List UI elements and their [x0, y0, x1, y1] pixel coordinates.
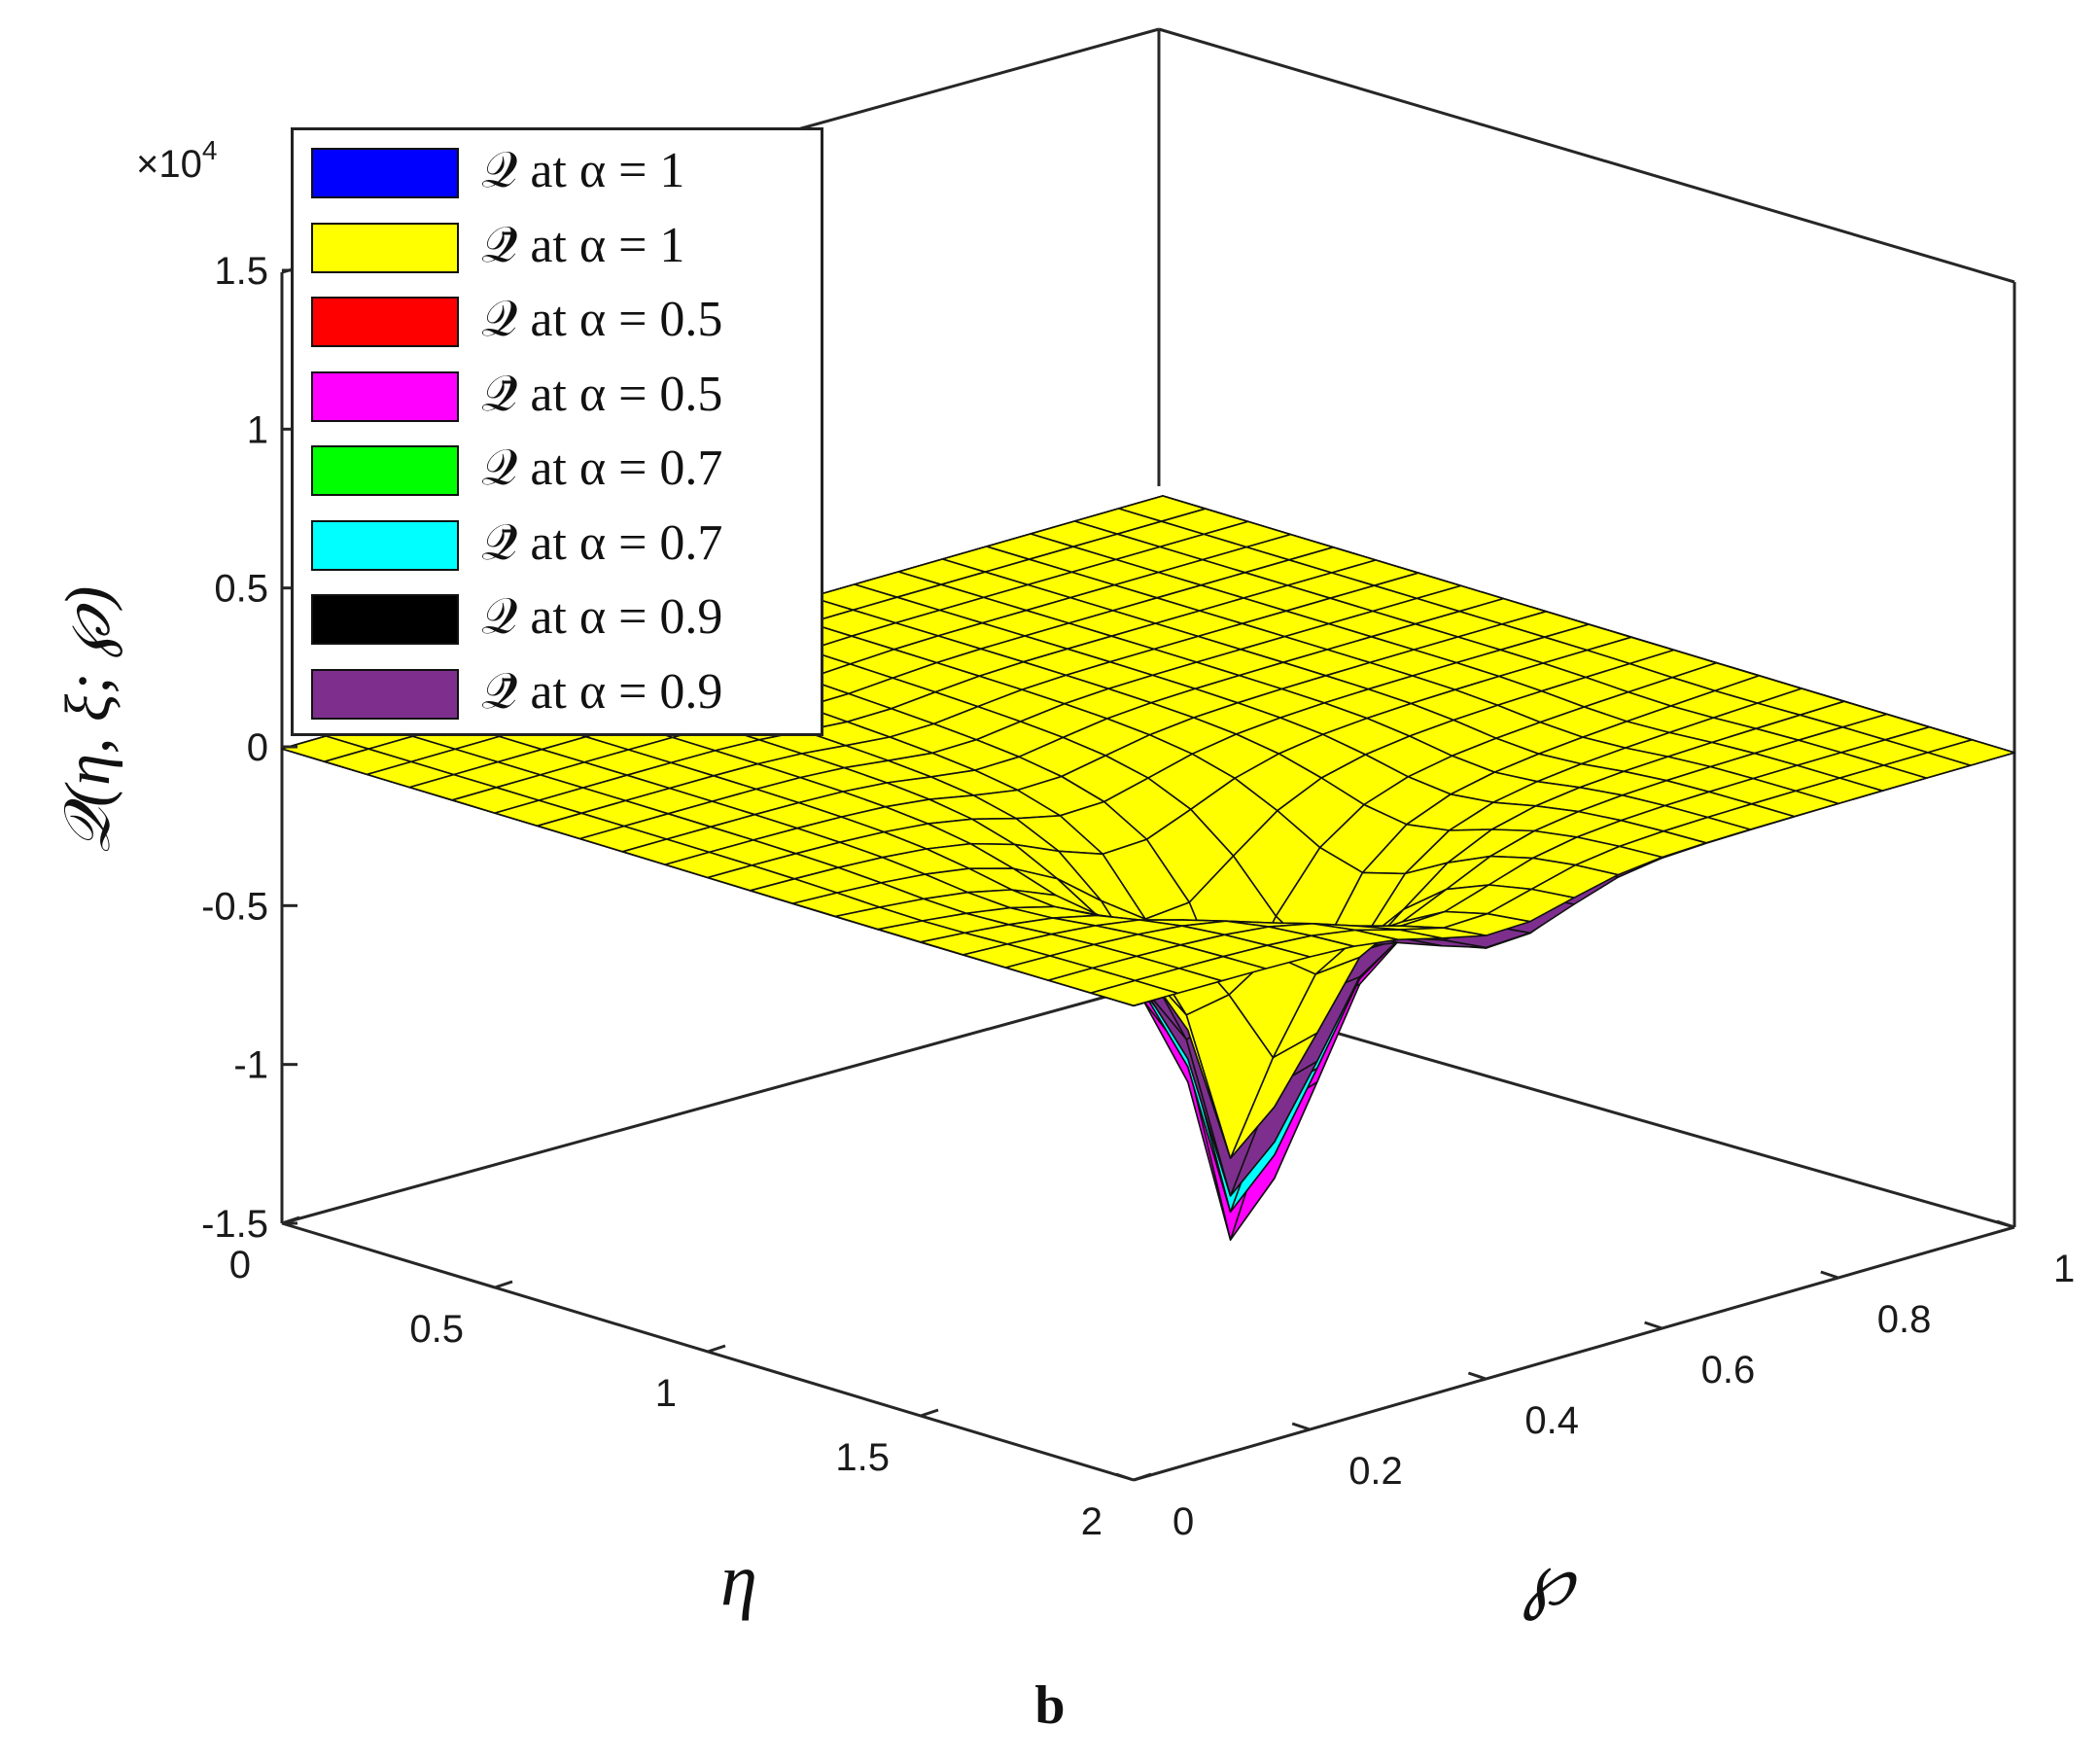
z-tick-label: 1 [247, 408, 268, 451]
legend-label: 𝒬̄ at α = 0.7 [481, 514, 723, 571]
phi-axis-ticks: 0 0.2 0.4 0.6 0.8 1 [1115, 1219, 2075, 1543]
eta-tick-mark [281, 1216, 300, 1225]
legend-item: 𝒬 at α = 0.7 [311, 438, 817, 496]
surface-patch [1090, 979, 1179, 1006]
legend-label: 𝒬 at α = 0.5 [481, 292, 723, 347]
legend-swatch [311, 519, 459, 571]
z-tick-label: 0 [247, 726, 268, 769]
z-tick-label: 1.5 [214, 250, 268, 293]
phi-tick-mark [1644, 1321, 1663, 1330]
eta-tick-mark [1133, 1472, 1152, 1482]
legend-item: 𝒬̄ at α = 0.9 [311, 661, 817, 720]
eta-tick-label: 0 [229, 1244, 251, 1286]
eta-tick-label: 2 [1081, 1500, 1102, 1543]
legend-item: 𝒬̄ at α = 0.5 [311, 364, 817, 422]
phi-tick-label: 1 [2053, 1248, 2075, 1290]
phi-tick-label: 0.2 [1348, 1450, 1403, 1493]
legend-label: 𝒬̄ at α = 0.5 [481, 366, 723, 422]
phi-tick-label: 0.6 [1701, 1349, 1756, 1392]
legend-label: 𝒬 at α = 1 [481, 143, 685, 198]
phi-tick-mark [1996, 1219, 2015, 1229]
legend: 𝒬 at α = 1 𝒬̄ at α = 1 𝒬 at α = 0.5 𝒬̄ at α… [291, 127, 823, 736]
legend-item: 𝒬̄ at α = 1 [311, 215, 817, 273]
z-tick-label: 0.5 [214, 568, 268, 611]
legend-swatch [311, 222, 459, 273]
legend-label: 𝒬 at α = 0.9 [481, 589, 723, 645]
legend-swatch [311, 297, 459, 347]
figure-sublabel: b [1034, 1675, 1066, 1736]
z-tick-label: -0.5 [201, 885, 268, 928]
eta-tick-mark [494, 1280, 513, 1289]
legend-swatch [311, 668, 459, 720]
legend-label: 𝒬̄ at α = 0.9 [481, 663, 723, 720]
legend-swatch [311, 148, 459, 198]
legend-item: 𝒬 at α = 1 [311, 140, 817, 198]
legend-swatch [311, 445, 459, 496]
phi-tick-mark [1467, 1371, 1487, 1381]
legend-swatch [311, 594, 459, 645]
eta-tick-label: 0.5 [409, 1308, 464, 1351]
eta-axis-ticks: 0 0.5 1 1.5 2 [229, 1216, 1152, 1543]
phi-tick-mark [1820, 1270, 1839, 1280]
legend-swatch [311, 370, 459, 422]
phi-axis-line [1133, 1225, 2015, 1482]
z-axis-ticks: 1.5 1 0.5 0 -0.5 -1 -1.5 [201, 250, 298, 1246]
z-tick-label: -1 [233, 1044, 268, 1087]
eta-tick-mark [920, 1408, 939, 1418]
phi-tick-label: 0.4 [1524, 1399, 1579, 1442]
eta-tick-mark [707, 1344, 726, 1354]
surface-layers [281, 495, 2015, 1241]
z-axis-title: 𝒬(η, ξ; ℘) [52, 586, 123, 853]
phi-tick-label: 0.8 [1877, 1298, 1932, 1341]
phi-tick-mark [1291, 1422, 1311, 1431]
legend-label: 𝒬 at α = 0.7 [481, 440, 723, 496]
floor-back-left-edge [281, 980, 1160, 1225]
phi-tick-mark [1115, 1472, 1135, 1482]
eta-tick-label: 1 [655, 1372, 677, 1415]
legend-label: 𝒬̄ at α = 1 [481, 217, 685, 273]
top-right-edge [1158, 27, 2015, 284]
exponent-label: ×104 [136, 135, 217, 186]
surface-series [281, 495, 2015, 1159]
phi-axis-title: ℘ [1522, 1539, 1578, 1621]
eta-tick-label: 1.5 [835, 1436, 890, 1479]
legend-item: 𝒬 at α = 0.5 [311, 289, 817, 347]
eta-axis-title: η [720, 1539, 757, 1621]
legend-item: 𝒬̄ at α = 0.7 [311, 512, 817, 571]
z-tick-label: -1.5 [201, 1203, 268, 1246]
phi-tick-label: 0 [1172, 1500, 1194, 1543]
legend-item: 𝒬 at α = 0.9 [311, 586, 817, 645]
